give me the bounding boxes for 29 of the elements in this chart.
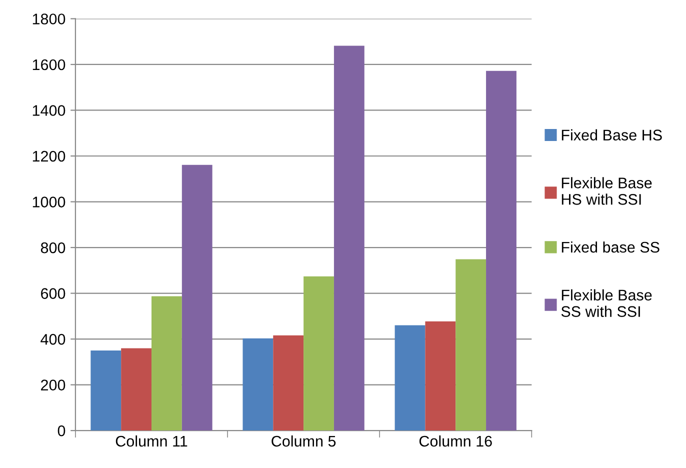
bar — [121, 348, 152, 431]
y-tick-label: 1800 — [32, 14, 66, 24]
bar — [425, 321, 456, 431]
y-tick-label: 1400 — [32, 105, 66, 116]
bar — [182, 164, 212, 431]
y-tick-label: 1000 — [32, 196, 66, 208]
x-tick-label: Column 5 — [272, 435, 336, 447]
legend-label: Fixed base SS — [562, 241, 660, 253]
bar — [334, 46, 364, 431]
bar — [486, 70, 516, 431]
y-tick-label: 1200 — [32, 150, 66, 162]
bar — [90, 350, 122, 431]
bar — [273, 335, 304, 431]
y-tick-label: 200 — [41, 380, 66, 390]
y-tick-label: 0 — [58, 425, 66, 436]
legend-label: Flexible Base HS with SSI — [562, 177, 652, 205]
y-tick-label: 400 — [40, 334, 66, 345]
legend-label: Fixed Base HS — [562, 129, 662, 141]
bar — [394, 325, 426, 431]
bar — [304, 276, 334, 431]
bar — [242, 338, 274, 431]
legend-label: Flexible Base SS with SSI — [561, 289, 652, 317]
y-tick-label: 1600 — [32, 59, 66, 70]
x-tick-label: Column 16 — [419, 435, 492, 447]
x-tick-label: Column 11 — [116, 435, 188, 447]
bar — [456, 259, 486, 431]
y-tick-label: 600 — [41, 288, 66, 299]
y-tick-label: 800 — [40, 242, 66, 254]
bar — [151, 296, 182, 431]
